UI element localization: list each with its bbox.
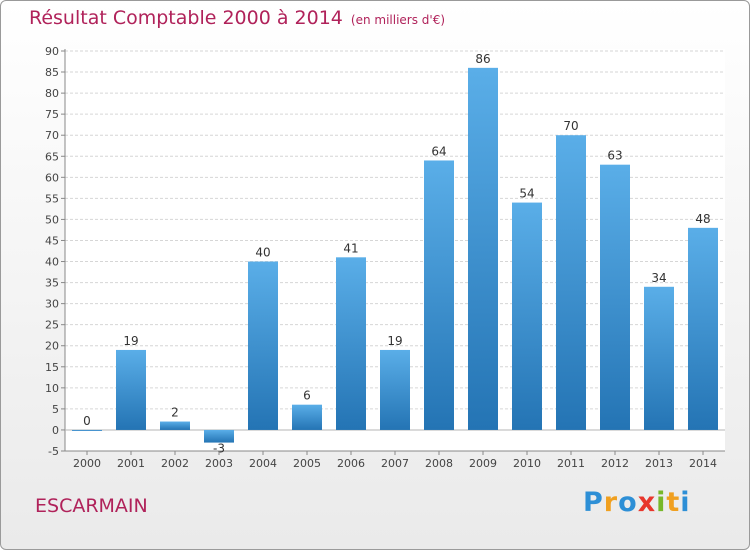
y-tick-label: 65 xyxy=(45,150,59,163)
data-label-2002: 2 xyxy=(171,406,179,420)
data-label-2000: 0 xyxy=(83,414,91,428)
y-tick-label: 45 xyxy=(45,234,59,247)
bar-2002 xyxy=(160,421,190,430)
data-label-2010: 54 xyxy=(519,187,534,201)
data-label-2009: 86 xyxy=(475,52,490,66)
x-tick-label-2003: 2003 xyxy=(205,457,233,470)
bar-2013 xyxy=(644,286,674,430)
y-tick-label: 10 xyxy=(45,382,59,395)
data-label-2006: 41 xyxy=(343,241,358,255)
data-label-2011: 70 xyxy=(563,119,578,133)
x-tick-label-2012: 2012 xyxy=(601,457,629,470)
bar-2003 xyxy=(204,429,234,443)
y-tick-label: 35 xyxy=(45,277,59,290)
logo-letter: t xyxy=(666,487,681,518)
bar-2004 xyxy=(248,261,278,430)
bar-2005 xyxy=(292,404,322,430)
chart-title-row: Résultat Comptable 2000 à 2014 (en millie… xyxy=(29,7,445,29)
proxiti-logo: Proxiti xyxy=(583,487,691,518)
bar-2010 xyxy=(512,202,542,430)
x-tick-label-2004: 2004 xyxy=(249,457,277,470)
y-tick-label: 70 xyxy=(45,129,59,142)
logo-letter: i xyxy=(656,487,667,518)
x-tick-label-2010: 2010 xyxy=(513,457,541,470)
bar-2014 xyxy=(688,227,718,430)
y-tick-label: 75 xyxy=(45,108,59,121)
y-tick-label: 60 xyxy=(45,171,59,184)
bar-2001 xyxy=(116,349,146,430)
x-tick-label-2008: 2008 xyxy=(425,457,453,470)
chart-title: Résultat Comptable 2000 à 2014 xyxy=(29,7,343,29)
x-tick-label-2013: 2013 xyxy=(645,457,673,470)
x-tick-label-2007: 2007 xyxy=(381,457,409,470)
y-tick-label: 85 xyxy=(45,66,59,79)
data-label-2013: 34 xyxy=(651,271,666,285)
x-tick-label-2014: 2014 xyxy=(689,457,717,470)
bar-2011 xyxy=(556,135,586,430)
bar-2007 xyxy=(380,349,410,430)
x-tick-label-2005: 2005 xyxy=(293,457,321,470)
data-label-2001: 19 xyxy=(123,334,138,348)
logo-letter: P xyxy=(583,487,604,518)
y-tick-label: 55 xyxy=(45,192,59,205)
x-tick-label-2001: 2001 xyxy=(117,457,145,470)
y-tick-label: 0 xyxy=(52,424,59,437)
y-tick-label: 80 xyxy=(45,87,59,100)
bar-2008 xyxy=(424,160,454,430)
bar-2006 xyxy=(336,257,366,430)
data-label-2003: -3 xyxy=(213,442,225,456)
x-tick-label-2009: 2009 xyxy=(469,457,497,470)
bar-2009 xyxy=(468,67,498,430)
data-label-2012: 63 xyxy=(607,149,622,163)
logo-letter: o xyxy=(618,487,638,518)
chart-unit: (en milliers d'€) xyxy=(350,13,446,27)
logo-letter: x xyxy=(637,487,657,518)
data-label-2008: 64 xyxy=(431,144,446,158)
y-tick-label: 30 xyxy=(45,298,59,311)
logo-letter: i xyxy=(680,487,691,518)
logo-letter: r xyxy=(603,487,619,518)
x-tick-label-2002: 2002 xyxy=(161,457,189,470)
y-tick-label: 90 xyxy=(45,45,59,58)
data-label-2005: 6 xyxy=(303,389,311,403)
y-tick-label: 40 xyxy=(45,256,59,269)
x-tick-label-2006: 2006 xyxy=(337,457,365,470)
data-label-2014: 48 xyxy=(695,212,710,226)
bar-2012 xyxy=(600,164,630,430)
x-tick-label-2011: 2011 xyxy=(557,457,585,470)
data-label-2007: 19 xyxy=(387,334,402,348)
y-tick-label: 20 xyxy=(45,340,59,353)
y-tick-label: -5 xyxy=(48,445,59,458)
y-tick-label: 5 xyxy=(52,403,59,416)
y-tick-label: 50 xyxy=(45,213,59,226)
bar-2000 xyxy=(72,429,102,431)
y-tick-label: 15 xyxy=(45,361,59,374)
y-tick-label: 25 xyxy=(45,319,59,332)
data-label-2004: 40 xyxy=(255,246,270,260)
x-tick-label-2000: 2000 xyxy=(73,457,101,470)
place-name: ESCARMAIN xyxy=(35,495,148,517)
